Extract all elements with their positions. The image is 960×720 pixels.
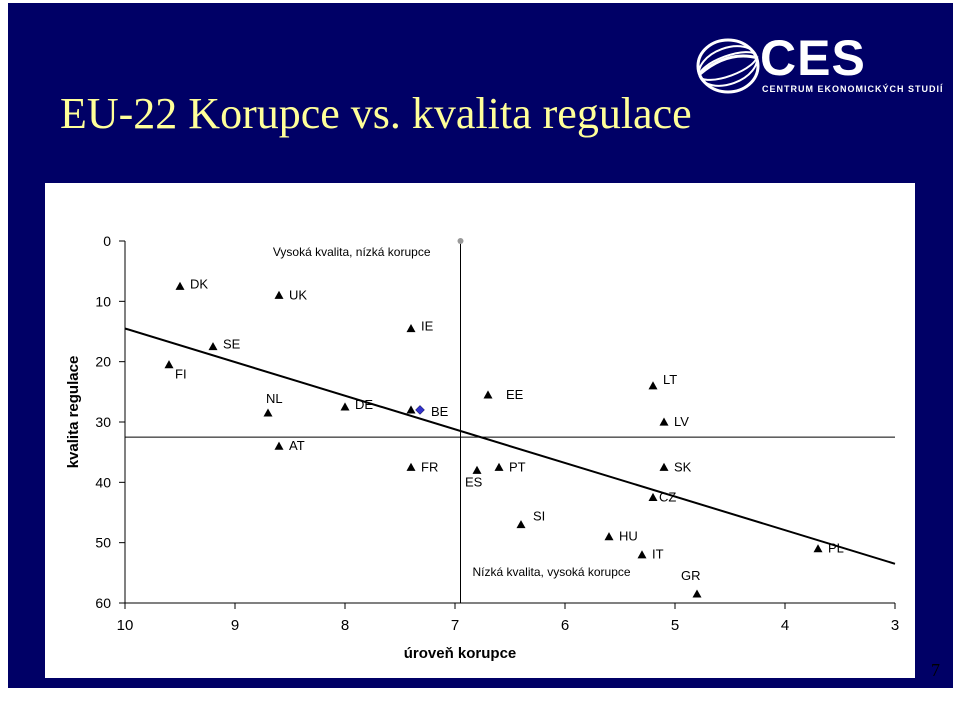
x-tick-label: 5 bbox=[671, 617, 679, 634]
data-label-hu: HU bbox=[619, 529, 638, 544]
data-label-uk: UK bbox=[289, 287, 307, 302]
data-point-be bbox=[415, 405, 425, 415]
reference-line-endpoint bbox=[457, 238, 464, 244]
y-tick-label: 50 bbox=[95, 535, 111, 551]
data-point-sk bbox=[659, 462, 669, 471]
data-point-se bbox=[208, 342, 218, 351]
y-tick-label: 40 bbox=[95, 474, 111, 490]
data-label-at: AT bbox=[289, 438, 305, 453]
annotation-low-quality: Nízká kvalita, vysoká korupce bbox=[473, 565, 631, 579]
data-point-es bbox=[472, 465, 482, 474]
data-label-es: ES bbox=[465, 474, 483, 489]
data-point-gr bbox=[692, 589, 702, 598]
data-point-pl bbox=[813, 544, 823, 553]
data-point-fi bbox=[164, 360, 174, 369]
data-label-si: SI bbox=[533, 509, 545, 524]
data-point-de bbox=[340, 402, 350, 411]
data-point-at bbox=[274, 441, 284, 450]
data-label-pt: PT bbox=[509, 459, 526, 474]
data-label-de: DE bbox=[355, 397, 373, 412]
data-label-it: IT bbox=[652, 547, 664, 562]
data-point-nl bbox=[263, 408, 273, 417]
x-tick-label: 6 bbox=[561, 617, 569, 634]
data-point-it bbox=[637, 550, 647, 559]
data-label-dk: DK bbox=[190, 276, 208, 291]
data-label-se: SE bbox=[223, 337, 241, 352]
data-label-be: BE bbox=[431, 404, 449, 419]
data-point-uk bbox=[274, 290, 284, 299]
data-point-cz bbox=[648, 492, 658, 502]
data-point-hu bbox=[604, 532, 614, 541]
data-point-fr bbox=[406, 462, 416, 471]
data-label-gr: GR bbox=[681, 568, 701, 583]
globe-swirl-icon bbox=[696, 38, 760, 94]
data-point-lv bbox=[659, 417, 669, 426]
slide-title: EU-22 Korupce vs. kvalita regulace bbox=[60, 89, 692, 138]
logo-subtitle: CENTRUM EKONOMICKÝCH STUDIÍ bbox=[762, 84, 944, 94]
data-label-fi: FI bbox=[175, 367, 187, 382]
x-tick-label: 4 bbox=[781, 617, 789, 634]
data-point-dk bbox=[175, 281, 185, 290]
data-point-pt bbox=[494, 462, 504, 471]
y-tick-label: 0 bbox=[103, 233, 111, 249]
annotation-high-quality: Vysoká kvalita, nízká korupce bbox=[273, 245, 431, 259]
data-point-marker bbox=[406, 405, 416, 414]
chart-panel: 0 10 20 30 40 50 60 10 9 8 7 6 5 4 3 úroveň korupce kval… bbox=[45, 183, 915, 678]
y-tick-label: 60 bbox=[95, 595, 111, 611]
x-tick-label: 3 bbox=[891, 617, 899, 634]
scatter-chart: 0 10 20 30 40 50 60 10 9 8 7 6 5 4 3 úroveň korupce kval… bbox=[65, 233, 899, 662]
data-point-ee bbox=[483, 390, 493, 399]
data-label-lv: LV bbox=[674, 414, 689, 429]
logo-wordmark: CES bbox=[760, 30, 866, 86]
data-label-fr: FR bbox=[421, 459, 438, 474]
y-tick-label: 10 bbox=[95, 293, 111, 309]
x-axis-title: úroveň korupce bbox=[404, 645, 517, 662]
data-label-sk: SK bbox=[674, 459, 692, 474]
y-tick-label: 30 bbox=[95, 414, 111, 430]
data-label-ie: IE bbox=[421, 318, 434, 333]
data-label-cz: CZ bbox=[659, 489, 676, 504]
data-label-pl: PL bbox=[828, 541, 844, 556]
x-tick-label: 10 bbox=[117, 617, 134, 634]
x-tick-label: 7 bbox=[451, 617, 459, 634]
y-tick-label: 20 bbox=[95, 354, 111, 370]
data-label-ee: EE bbox=[506, 387, 524, 402]
x-tick-label: 9 bbox=[231, 617, 239, 634]
x-tick-label: 8 bbox=[341, 617, 349, 634]
data-point-si bbox=[516, 520, 526, 529]
data-label-nl: NL bbox=[266, 391, 283, 406]
data-point-lt bbox=[648, 381, 658, 390]
data-point-ie bbox=[406, 323, 416, 333]
trendline bbox=[124, 327, 896, 565]
page-number: 7 bbox=[931, 660, 940, 680]
data-label-lt: LT bbox=[663, 372, 677, 387]
y-axis-title: kvalita regulace bbox=[65, 356, 82, 469]
